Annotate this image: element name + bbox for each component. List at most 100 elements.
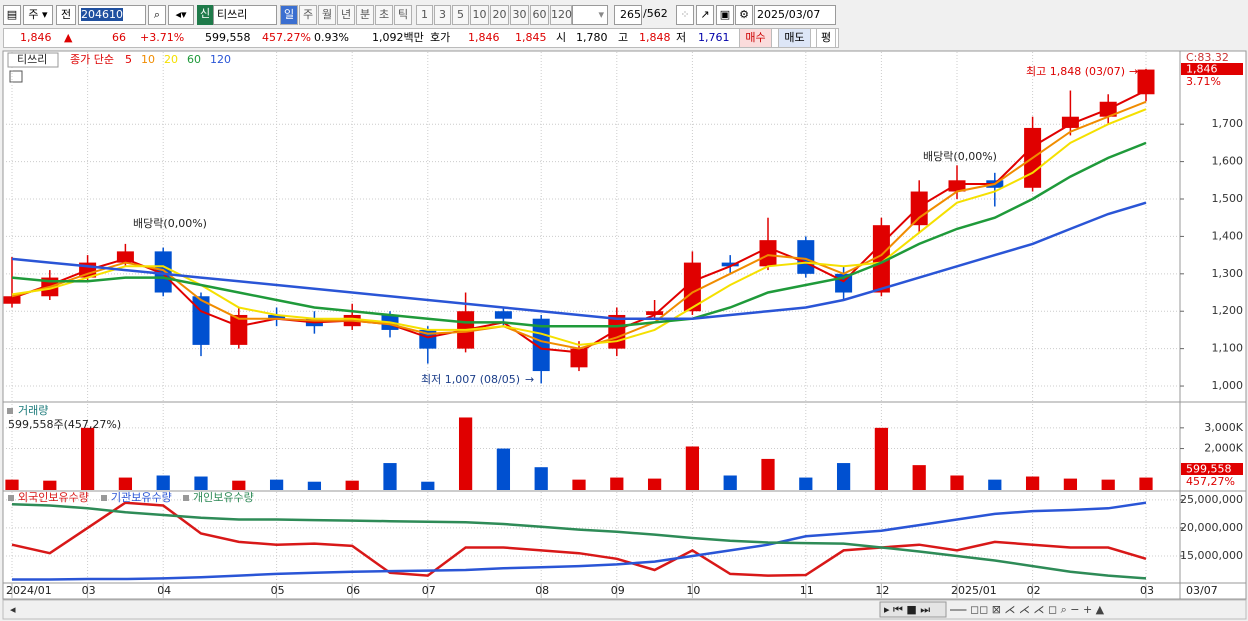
volume-bar	[988, 479, 1002, 490]
y-tick-label: 1,500	[1212, 192, 1244, 205]
series-line	[11, 100, 1147, 350]
price-box	[1181, 63, 1243, 75]
credit-badge: 신	[197, 5, 213, 25]
y-tick-label: 3,000K	[1204, 421, 1243, 434]
candle-body	[268, 314, 286, 319]
candle-body	[1061, 116, 1079, 128]
low-label: 저	[676, 31, 687, 44]
candle-body	[570, 348, 588, 368]
candle-body	[797, 240, 815, 274]
change: 66	[112, 31, 126, 44]
date-input[interactable]: 2025/03/07	[754, 5, 836, 25]
volume-bar	[1063, 478, 1078, 490]
volume-bar	[1139, 477, 1153, 490]
interval-button[interactable]: 20	[490, 5, 509, 25]
series-line	[12, 501, 1147, 581]
search-button[interactable]: ⌕	[148, 5, 166, 25]
legend-title: 종가 단순	[70, 53, 114, 66]
candle-body	[872, 225, 890, 293]
last-date: 03/07	[1186, 584, 1218, 597]
x-tick-label: 2025/01	[951, 584, 997, 597]
buy-button[interactable]: 매수	[739, 28, 772, 48]
volume-bar	[269, 479, 284, 490]
interval-button[interactable]: 120	[550, 5, 572, 25]
volume-bar	[761, 458, 775, 490]
interval-button[interactable]: 월	[318, 5, 336, 25]
code: 204610	[81, 8, 123, 21]
volume-bar	[156, 475, 170, 490]
period: 주	[28, 8, 39, 21]
candle-body	[419, 329, 437, 349]
prev-button[interactable]: 전	[56, 5, 76, 25]
candle-body	[721, 262, 739, 267]
volume-bar	[421, 481, 435, 490]
price: 1,846	[20, 31, 52, 44]
annotation: 배당락(0,00%)	[923, 150, 997, 163]
interval-button[interactable]: 60	[530, 5, 549, 25]
interval-button[interactable]: 일	[280, 5, 298, 25]
volume-bar	[496, 448, 511, 490]
legend-entry: 개인보유수량	[193, 491, 254, 504]
interval-button[interactable]: 10	[470, 5, 489, 25]
count-select[interactable]: ▾	[572, 5, 608, 25]
candle-body	[230, 314, 248, 345]
name-input[interactable]: 티쓰리	[213, 5, 277, 25]
y-tick-label: 20,000,000	[1180, 521, 1243, 534]
legend-entry: 60	[187, 53, 201, 66]
x-tick-label: 11	[800, 584, 814, 597]
interval-button[interactable]: 3	[434, 5, 451, 25]
candle-body	[1137, 69, 1155, 95]
candle-body	[192, 296, 210, 345]
legend-marker	[183, 495, 189, 501]
sell-button[interactable]: 매도	[778, 28, 811, 48]
series-line	[11, 89, 1147, 354]
x-tick-label: 05	[271, 584, 285, 597]
x-tick-label: 09	[611, 584, 625, 597]
interval-button[interactable]: 5	[452, 5, 469, 25]
interval-button[interactable]: 1	[416, 5, 433, 25]
legend-name: 티쓰리	[17, 53, 47, 66]
candle-body	[532, 318, 550, 372]
interval-button[interactable]: 틱	[394, 5, 412, 25]
zoom-icons[interactable]: ⎯⎯⎯ ◻◻ ⊠ ⋌ ⋌ ⋌ ◻ ⌕ − + ▲	[950, 603, 1105, 616]
avg-button[interactable]: 평	[816, 28, 836, 48]
playback-icons[interactable]: ▸ ⏮ ■ ⏭	[884, 603, 930, 616]
bar-count[interactable]: 265	[614, 5, 642, 25]
volume-bar	[232, 480, 246, 490]
legend-marker	[8, 495, 14, 501]
legend-entry: 5	[125, 53, 132, 66]
open: 1,780	[576, 31, 608, 44]
x-tick-label: 2024/01	[6, 584, 52, 597]
y-tick-label: 15,000,000	[1180, 549, 1243, 562]
y-tick-label: 1,300	[1212, 267, 1244, 280]
x-tick-label: 02	[1027, 584, 1041, 597]
legend-box	[7, 52, 59, 68]
candle-body	[116, 251, 134, 263]
annotation: 배당락(0,00%)	[133, 217, 207, 230]
interval-button[interactable]: 30	[510, 5, 529, 25]
settings-icon[interactable]: ⚙	[735, 5, 753, 25]
scroll-left[interactable]: ◂	[10, 603, 16, 616]
sound-button[interactable]: ◂▾	[168, 5, 194, 25]
interval-button[interactable]: 초	[375, 5, 393, 25]
rate: +3.71%	[140, 31, 185, 44]
series-line	[11, 501, 1147, 577]
candle-body	[759, 240, 777, 267]
interval-button[interactable]: 분	[356, 5, 374, 25]
interval-button[interactable]: 주	[299, 5, 317, 25]
code-input[interactable]: 204610	[78, 5, 146, 25]
playback-controls[interactable]	[879, 601, 947, 618]
period-select[interactable]: 주 ▾	[23, 5, 53, 25]
tool-icon[interactable]: ↗	[696, 5, 714, 25]
legend-marker	[101, 495, 107, 501]
interval-button[interactable]: 년	[337, 5, 355, 25]
annotation: 최고 1,848 (03/07)	[1026, 65, 1125, 78]
x-tick-label: 06	[346, 584, 360, 597]
volume-bar	[799, 477, 813, 490]
legend-entry: 120	[210, 53, 231, 66]
table-icon[interactable]	[9, 70, 23, 83]
save-icon[interactable]: ▣	[716, 5, 734, 25]
menu-icon[interactable]: ▤	[3, 5, 21, 25]
panel-title: 거래량	[18, 404, 48, 417]
tool-icon[interactable]: ⁘	[676, 5, 694, 25]
